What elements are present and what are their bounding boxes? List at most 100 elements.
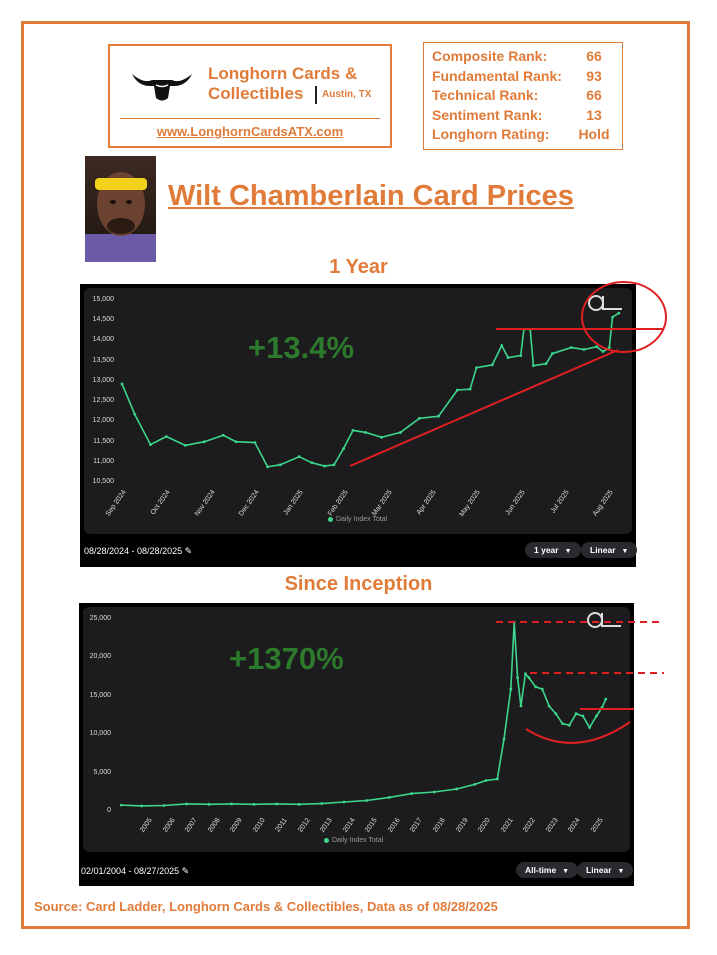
player-portrait bbox=[85, 156, 156, 262]
chart-data-point bbox=[528, 327, 532, 331]
chart2-scale-label: Linear bbox=[586, 865, 612, 875]
chart2-period-button[interactable]: All-time ▼ bbox=[516, 862, 579, 878]
chart-y-tick-label: 20,000 bbox=[89, 653, 111, 661]
chart-data-point bbox=[509, 687, 513, 691]
caret-down-icon: ▼ bbox=[564, 548, 572, 555]
logo-city: Austin, TX bbox=[322, 89, 372, 100]
chart-data-point bbox=[253, 441, 257, 444]
chart-data-point bbox=[531, 364, 535, 368]
chart-y-tick-label: 0 bbox=[107, 807, 111, 814]
chart1-scale-label: Linear bbox=[590, 545, 616, 555]
chart-data-point bbox=[581, 714, 585, 718]
chart2-legend-label: Daily Index Total bbox=[332, 837, 384, 844]
chart2-scale-button[interactable]: Linear ▼ bbox=[577, 862, 634, 878]
chart-data-point bbox=[455, 787, 459, 791]
chart-data-point bbox=[600, 706, 604, 709]
logo-box: Longhorn Cards & Collectibles Austin, TX… bbox=[108, 44, 392, 148]
chart-data-point bbox=[540, 687, 544, 691]
chart-data-point bbox=[484, 779, 488, 782]
chart-data-point bbox=[582, 348, 586, 351]
chart-data-point bbox=[516, 676, 519, 679]
card-ladder-logo-icon bbox=[587, 612, 603, 628]
chart-y-tick-label: 13,500 bbox=[92, 356, 114, 364]
chart-series-line bbox=[121, 622, 607, 807]
chart-data-point bbox=[221, 433, 225, 437]
chart-data-point bbox=[162, 804, 166, 807]
rank-value: 93 bbox=[586, 67, 602, 84]
chart-data-point bbox=[365, 799, 369, 802]
chart-data-point bbox=[547, 704, 551, 708]
rank-label: Longhorn Rating: bbox=[432, 126, 550, 142]
chart1-period-button[interactable]: 1 year ▼ bbox=[525, 542, 581, 558]
logo-url-link[interactable]: www.LonghornCardsATX.com bbox=[156, 124, 344, 139]
chart1-change: +13.4% bbox=[248, 330, 355, 365]
chart-data-point bbox=[202, 440, 206, 444]
page-frame bbox=[21, 21, 690, 929]
chart-data-point bbox=[342, 800, 346, 804]
chart-data-point bbox=[519, 704, 523, 708]
chart-data-point bbox=[611, 315, 614, 319]
logo-name-line2: Collectibles bbox=[208, 84, 304, 103]
chart-data-point bbox=[502, 737, 506, 741]
chart-data-point bbox=[468, 387, 472, 391]
chart2-panel: +1370% Daily Index Total 02/01/2004 - 08… bbox=[79, 603, 634, 886]
logo-divider bbox=[315, 86, 317, 104]
chart-data-point bbox=[185, 802, 188, 806]
chart-data-point bbox=[432, 790, 436, 794]
caret-down-icon: ▼ bbox=[621, 548, 629, 555]
chart1-scale-button[interactable]: Linear ▼ bbox=[581, 542, 638, 558]
chart-y-tick-label: 10,500 bbox=[92, 478, 114, 485]
chart-data-point bbox=[297, 802, 301, 806]
chart-data-point bbox=[380, 435, 383, 439]
chart-data-point bbox=[500, 344, 504, 347]
chart1-range-text: 08/28/2024 - 08/28/2025 bbox=[84, 546, 183, 556]
rank-value: 66 bbox=[586, 48, 602, 64]
chart-data-point bbox=[234, 440, 238, 444]
chart-data-point bbox=[554, 712, 558, 716]
chart-data-point bbox=[604, 697, 608, 701]
chart-data-point bbox=[588, 726, 592, 729]
chart-data-point bbox=[495, 777, 499, 781]
card-ladder-logo-icon bbox=[601, 613, 603, 627]
section-title-inception: Since Inception bbox=[284, 573, 433, 595]
caret-down-icon: ▼ bbox=[562, 868, 570, 875]
chart-data-point bbox=[207, 802, 211, 806]
chart-data-point bbox=[437, 414, 440, 418]
rank-label: Composite Rank: bbox=[432, 48, 548, 64]
card-ladder-logo-icon bbox=[602, 296, 604, 310]
chart-data-point bbox=[342, 447, 345, 451]
chart-data-point bbox=[275, 802, 279, 806]
chart-data-point bbox=[475, 366, 478, 370]
chart2-period-label: All-time bbox=[525, 865, 557, 875]
rank-row: Composite Rank: 66 bbox=[432, 47, 614, 67]
chart-data-point bbox=[120, 382, 124, 386]
chart-data-point bbox=[574, 712, 578, 716]
page-title: Wilt Chamberlain Card Prices bbox=[168, 180, 574, 212]
chart-data-point bbox=[410, 792, 414, 795]
chart-y-tick-label: 15,000 bbox=[89, 691, 111, 699]
longhorn-icon bbox=[132, 74, 192, 101]
logo-rule bbox=[120, 118, 380, 119]
chart-data-point bbox=[524, 672, 527, 676]
chart-data-point bbox=[230, 802, 233, 806]
chart-data-point bbox=[595, 345, 599, 349]
chart-data-point bbox=[364, 431, 368, 434]
chart-y-tick-label: 10,000 bbox=[89, 730, 111, 738]
chart1-range: 08/28/2024 - 08/28/2025 ✎ bbox=[84, 546, 192, 557]
edit-icon[interactable]: ✎ bbox=[181, 866, 190, 876]
rank-label: Sentiment Rank: bbox=[432, 106, 543, 123]
rank-value: 66 bbox=[586, 87, 602, 103]
chart-data-point bbox=[119, 803, 123, 807]
chart-data-point bbox=[522, 327, 526, 331]
chart-data-point bbox=[140, 804, 143, 808]
rank-value: Hold bbox=[578, 126, 610, 142]
chart-data-point bbox=[561, 722, 564, 726]
card-ladder-logo-icon bbox=[601, 625, 621, 627]
rank-row: Sentiment Rank: 13 bbox=[432, 106, 614, 126]
section-title-1year: 1 Year bbox=[329, 256, 388, 278]
chart-series-line bbox=[121, 312, 620, 468]
chart-data-point bbox=[544, 362, 548, 366]
card-ladder-logo-icon bbox=[602, 308, 622, 310]
edit-icon[interactable]: ✎ bbox=[184, 546, 193, 556]
chart-data-point bbox=[519, 354, 523, 357]
